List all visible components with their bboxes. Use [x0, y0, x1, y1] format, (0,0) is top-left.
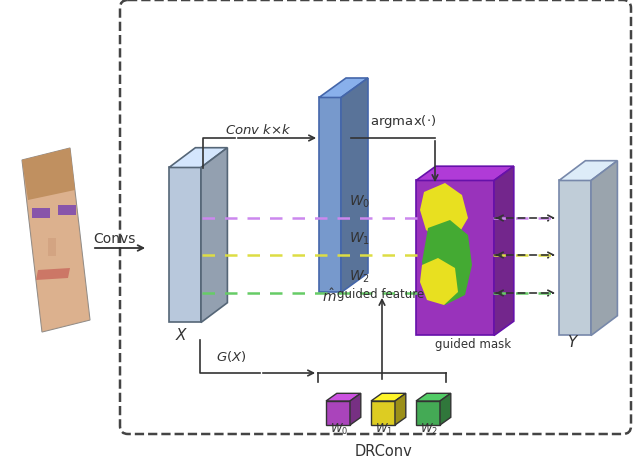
Polygon shape — [416, 166, 514, 181]
Polygon shape — [416, 181, 494, 335]
Polygon shape — [22, 148, 90, 332]
Polygon shape — [22, 148, 75, 200]
Polygon shape — [201, 148, 227, 323]
Polygon shape — [559, 161, 618, 181]
Text: $\hat{m}$: $\hat{m}$ — [322, 288, 337, 305]
Polygon shape — [319, 98, 341, 293]
Text: Convs: Convs — [93, 232, 136, 246]
Text: $X$: $X$ — [175, 327, 188, 343]
Polygon shape — [440, 393, 451, 425]
Polygon shape — [416, 393, 451, 401]
Polygon shape — [36, 268, 70, 280]
Text: $Y$: $Y$ — [567, 334, 579, 350]
Text: guided mask: guided mask — [435, 338, 511, 351]
Text: $W_2$: $W_2$ — [349, 269, 370, 286]
Polygon shape — [341, 78, 368, 293]
Text: $W_2$: $W_2$ — [420, 422, 438, 437]
Polygon shape — [591, 161, 618, 335]
Text: Conv $k$$\times$$k$: Conv $k$$\times$$k$ — [225, 123, 292, 137]
Text: $W_1$: $W_1$ — [375, 422, 393, 437]
Text: $G(X)$: $G(X)$ — [216, 349, 246, 364]
Text: $W_0$: $W_0$ — [330, 422, 348, 437]
Polygon shape — [420, 183, 468, 240]
Polygon shape — [422, 220, 472, 305]
Text: $W_0$: $W_0$ — [349, 194, 370, 211]
Polygon shape — [350, 393, 361, 425]
Polygon shape — [326, 401, 350, 425]
Polygon shape — [420, 258, 458, 305]
Polygon shape — [169, 167, 201, 323]
Polygon shape — [371, 401, 395, 425]
Text: guided feature: guided feature — [337, 288, 424, 301]
Polygon shape — [395, 393, 406, 425]
Bar — [58, 205, 76, 215]
Bar — [32, 208, 50, 218]
Text: DRConv: DRConv — [354, 444, 412, 459]
Text: argmax($\cdot$): argmax($\cdot$) — [370, 113, 436, 130]
Bar — [48, 238, 56, 256]
Polygon shape — [326, 393, 361, 401]
Polygon shape — [319, 78, 368, 98]
Polygon shape — [416, 401, 440, 425]
Polygon shape — [559, 181, 591, 335]
Polygon shape — [169, 148, 227, 167]
Polygon shape — [371, 393, 406, 401]
Polygon shape — [494, 166, 514, 335]
Polygon shape — [22, 148, 90, 332]
Text: $W_1$: $W_1$ — [349, 231, 370, 248]
